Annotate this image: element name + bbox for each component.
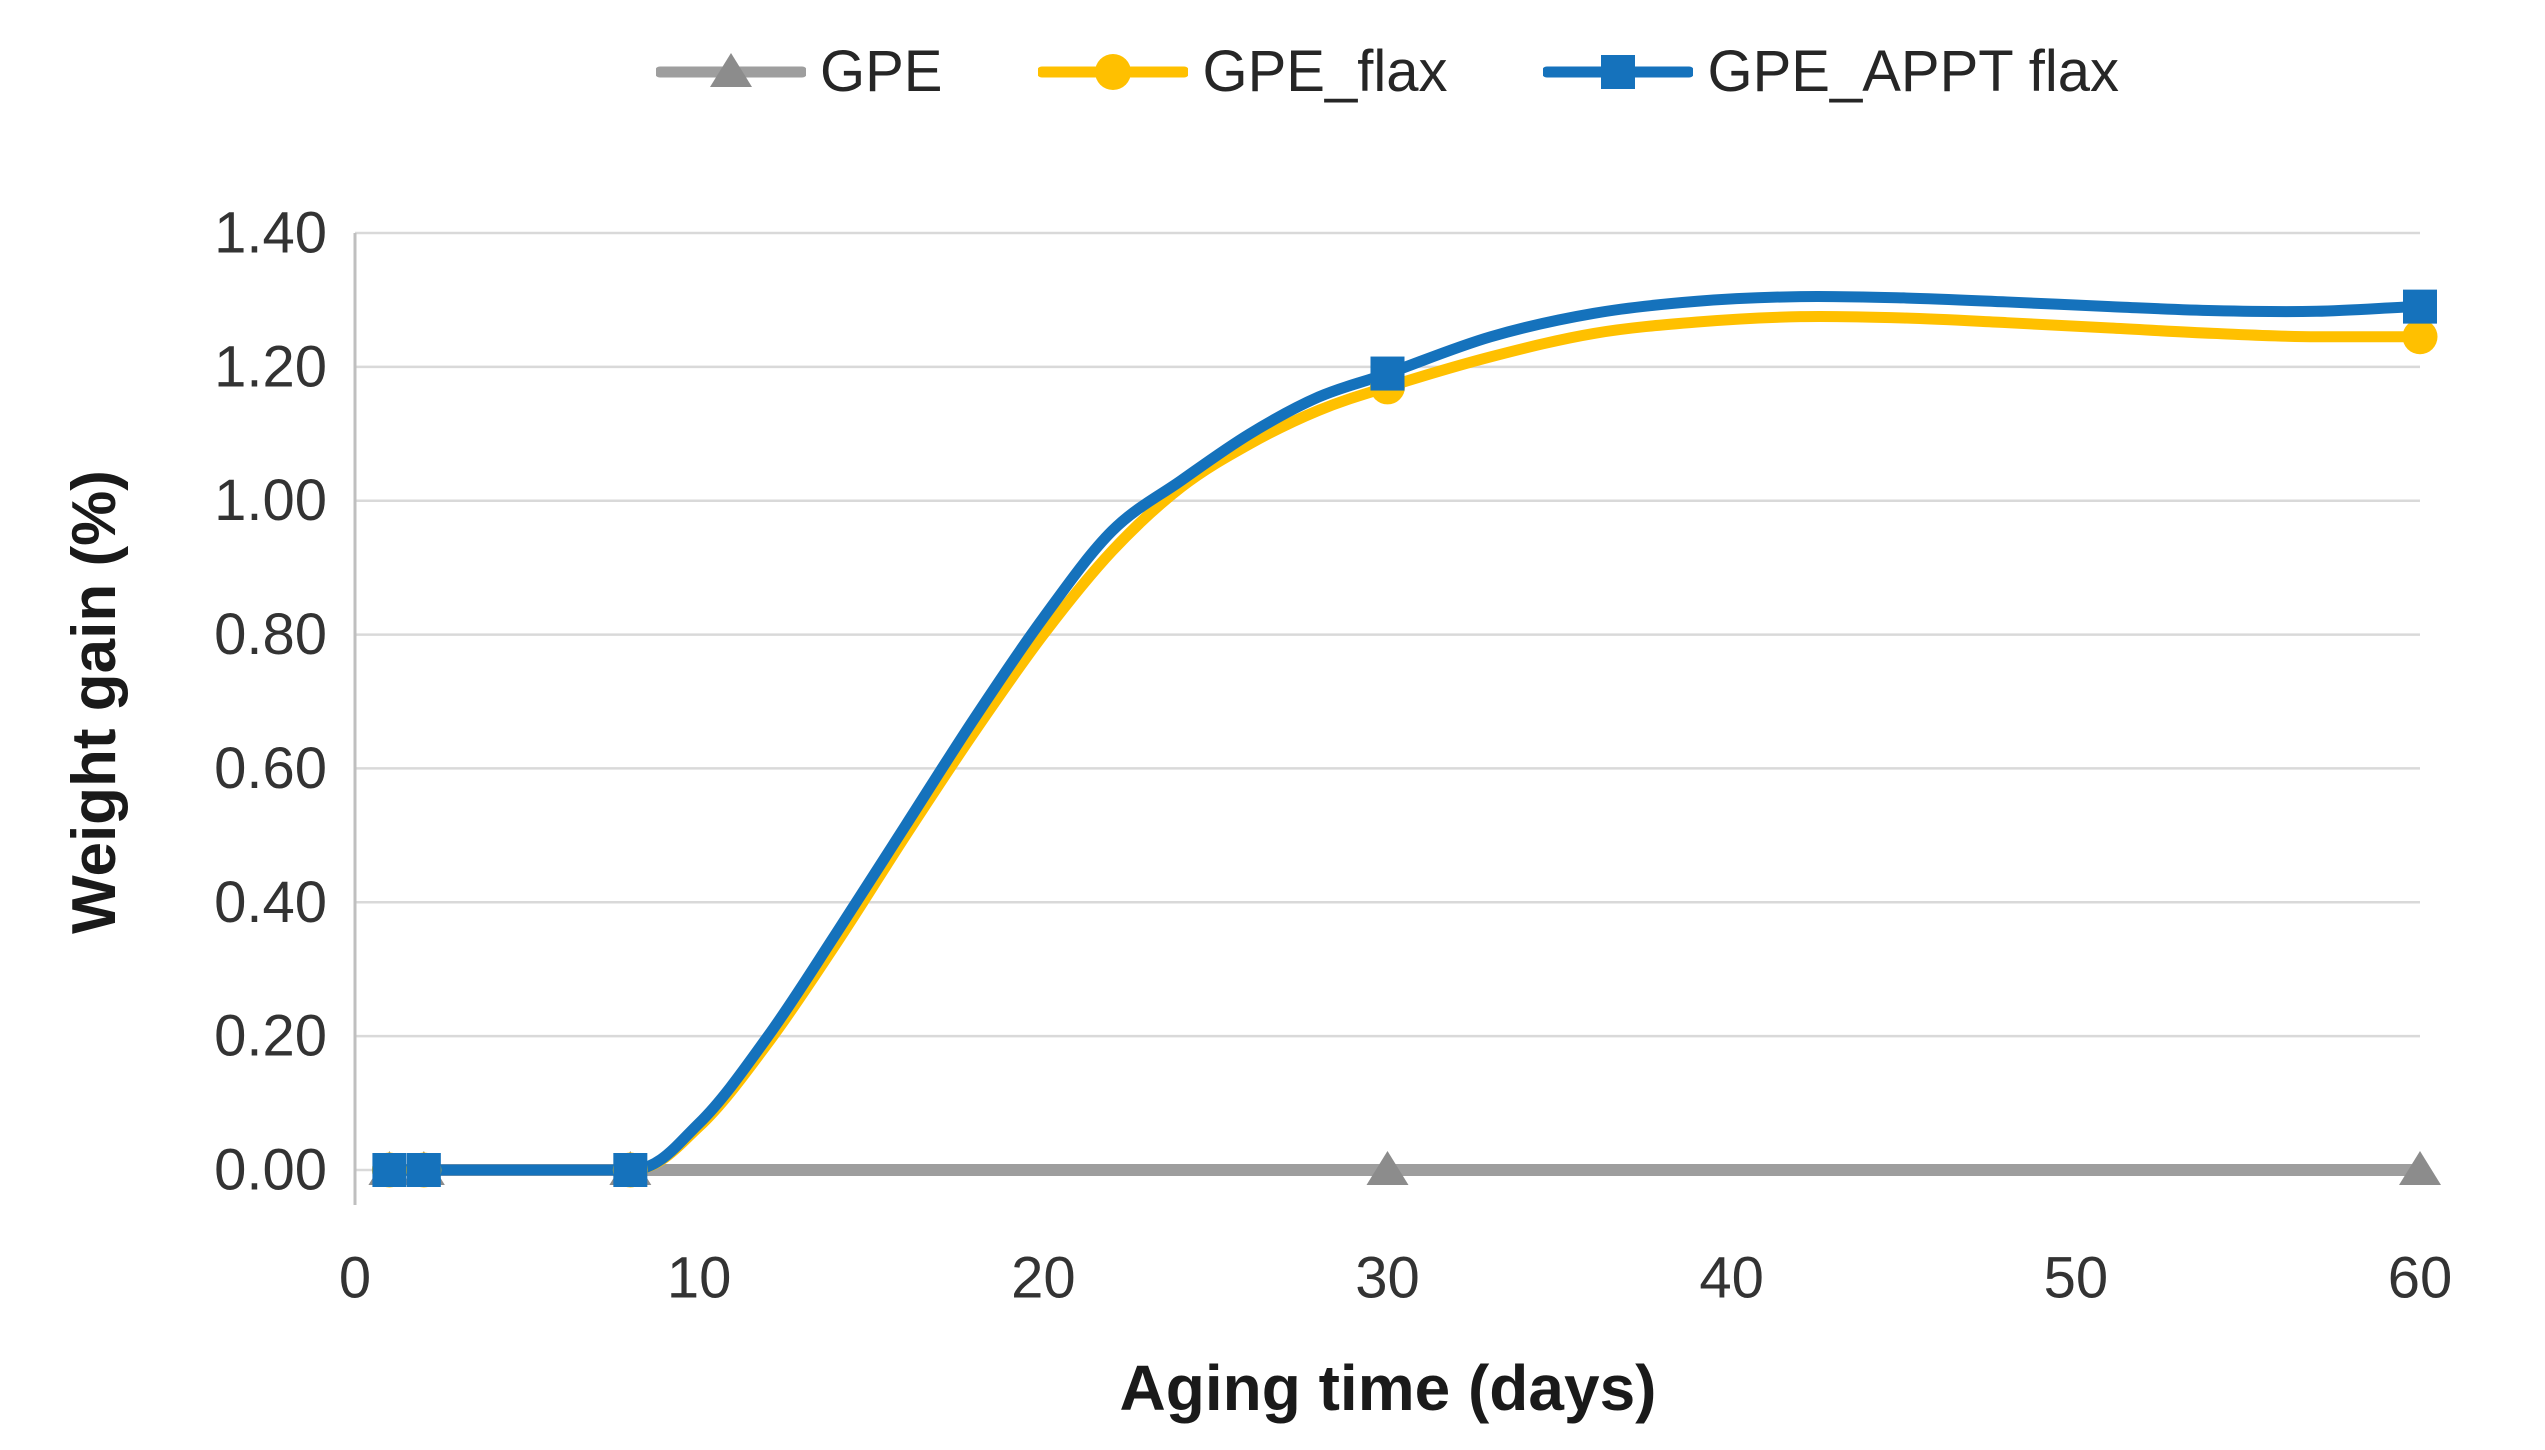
legend-label-gpe-appt-flax: GPE_APPT flax	[1707, 39, 2120, 104]
gpe-flax-circle-line-icon	[1038, 53, 1189, 90]
square-marker	[372, 1153, 407, 1187]
x-tick-label: 0	[339, 1246, 371, 1311]
circle-marker	[2402, 319, 2438, 355]
square-marker	[2403, 289, 2437, 324]
x-tick-label: 40	[1699, 1246, 1764, 1311]
y-tick-label: 0.00	[214, 1138, 327, 1203]
x-tick-label: 10	[667, 1246, 732, 1311]
legend-item-gpe-flax: GPE_flax	[1038, 38, 1447, 105]
gpe-appt-flax-square-line-icon	[1543, 54, 1694, 89]
square-marker	[613, 1153, 648, 1187]
legend-square-marker	[1601, 54, 1636, 89]
square-marker	[406, 1153, 441, 1187]
y-tick-label: 0.60	[214, 736, 327, 801]
x-axis-title: Aging time (days)	[1119, 1352, 1657, 1424]
triangle-marker	[1366, 1151, 1409, 1185]
x-tick-label: 50	[2044, 1246, 2109, 1311]
x-tick-label: 30	[1355, 1246, 1420, 1311]
gpe-triangle-line-icon	[655, 52, 806, 87]
y-tick-label: 1.00	[214, 468, 327, 533]
square-marker	[1370, 356, 1405, 391]
x-tick-label: 60	[2388, 1246, 2453, 1311]
series-line-gpe-flax	[383, 310, 2426, 1176]
legend-label-gpe: GPE	[819, 39, 943, 104]
legend-triangle-marker	[709, 52, 752, 87]
legend-label-gpe-flax: GPE_flax	[1202, 39, 1448, 104]
legend-circle-marker	[1095, 53, 1132, 90]
y-tick-label: 0.80	[214, 602, 327, 667]
series-line-gpe-appt-flax	[383, 290, 2426, 1176]
legend-item-gpe-appt-flax: GPE_APPT flax	[1543, 38, 2119, 105]
legend: GPE GPE_flax GPE_APPT flax	[355, 38, 2420, 105]
x-tick-label: 20	[1011, 1246, 1076, 1311]
y-tick-label: 1.40	[214, 201, 327, 266]
legend-item-gpe: GPE	[655, 38, 943, 105]
y-tick-label: 0.40	[214, 870, 327, 935]
y-axis-title: Weight gain (%)	[60, 470, 129, 934]
triangle-marker	[2399, 1151, 2441, 1185]
y-tick-label: 0.20	[214, 1004, 327, 1069]
y-tick-label: 1.20	[214, 334, 327, 399]
